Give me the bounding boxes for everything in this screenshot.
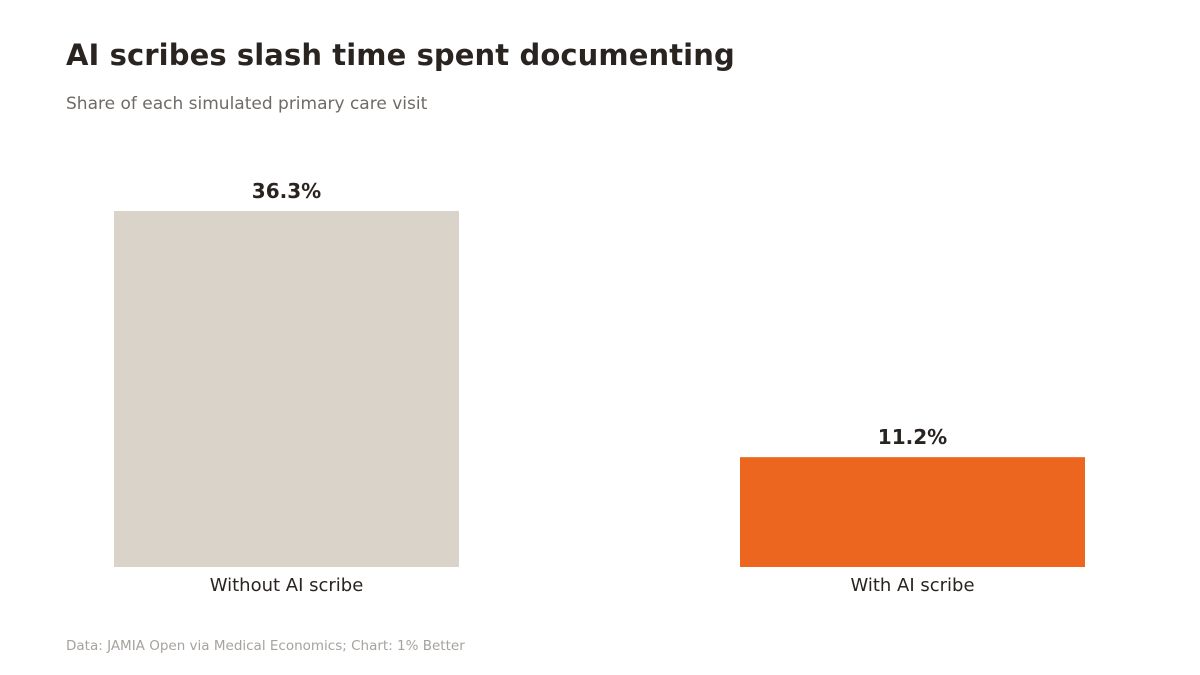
bar-1 bbox=[114, 211, 459, 567]
value-label-1: 36.3% bbox=[252, 179, 321, 203]
chart-title: AI scribes slash time spent documenting bbox=[66, 38, 735, 72]
category-label-2: With AI scribe bbox=[850, 575, 974, 596]
value-label-2: 11.2% bbox=[878, 425, 947, 449]
source-note: Data: JAMIA Open via Medical Economics; … bbox=[66, 638, 465, 654]
chart-subtitle: Share of each simulated primary care vis… bbox=[66, 94, 428, 114]
category-label-1: Without AI scribe bbox=[210, 575, 364, 596]
bar-2 bbox=[740, 457, 1085, 567]
